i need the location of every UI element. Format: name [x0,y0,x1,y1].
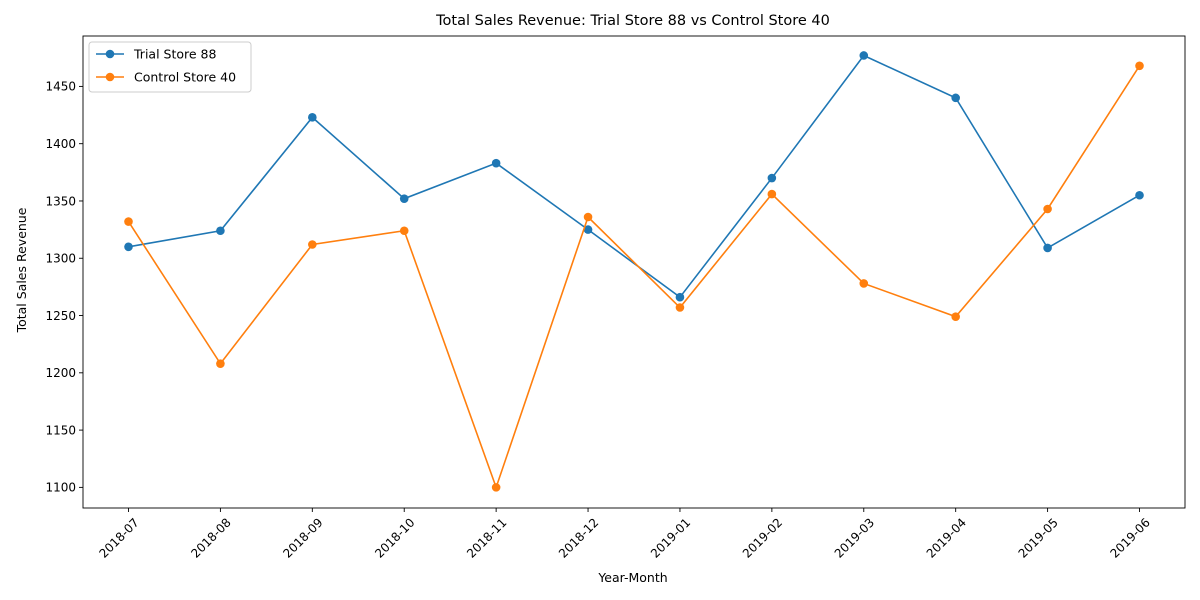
y-axis-label: Total Sales Revenue [14,207,29,333]
data-point [767,189,777,199]
data-point [399,226,409,236]
chart-title: Total Sales Revenue: Trial Store 88 vs C… [435,13,830,29]
x-tick-label: 2019-02 [740,515,785,560]
data-point [1135,190,1144,200]
y-tick-label: 1400 [45,137,76,151]
x-tick-label: 2018-07 [96,515,141,560]
legend-label: Control Store 40 [134,70,236,85]
series-line-1 [128,54,1140,299]
legend-box [88,41,252,93]
data-point [1043,243,1052,253]
data-point [951,93,960,103]
data-point [859,51,869,60]
data-point [951,312,960,321]
y-tick-label: 1350 [45,194,76,208]
x-tick-label: 2019-05 [1016,515,1061,560]
data-point [308,240,317,249]
data-point [124,242,133,252]
x-tick-label: 2019-03 [832,515,877,560]
legend-label: Trial Store 88 [133,47,216,62]
axes-frame [82,35,1186,509]
legend: Trial Store 88 Control Store 40 [88,41,252,93]
x-axis-label: Year-Month [597,570,667,585]
x-tick-label: 2018-08 [188,515,233,560]
y-tick-label: 1100 [45,481,76,495]
data-point [675,303,685,312]
x-tick-label: 2018-10 [372,515,417,560]
data-point [1135,61,1144,71]
legend-marker [105,72,115,82]
data-point [216,226,225,236]
x-tick-label: 2019-04 [924,515,969,560]
data-point [583,225,593,234]
x-tick-label: 2018-12 [556,515,601,560]
data-point [767,173,777,183]
data-point [124,217,133,226]
series-line-2 [127,65,1141,490]
y-tick-label: 1150 [45,423,76,437]
x-tick-label: 2018-09 [280,515,325,560]
data-point [216,359,225,368]
x-tick-label: 2019-01 [648,515,693,560]
x-tick-label: 2018-11 [464,515,509,560]
data-point [583,212,593,222]
y-tick-label: 1450 [45,80,76,94]
data-point [491,483,501,492]
data-point [308,113,317,122]
y-tick-label: 1300 [45,252,76,266]
legend-marker [105,49,115,59]
y-tick-label: 1250 [45,309,76,323]
y-tick-label: 1200 [45,366,76,380]
plot-area: 1100 1150 1200 1250 1300 1350 1400 1450 2018-07 2… [45,35,1186,561]
x-tick-label: 2019-06 [1107,515,1152,560]
data-point [491,158,501,168]
data-point [675,292,685,302]
data-point [399,194,409,203]
data-point [1043,204,1052,214]
data-point [859,279,869,288]
